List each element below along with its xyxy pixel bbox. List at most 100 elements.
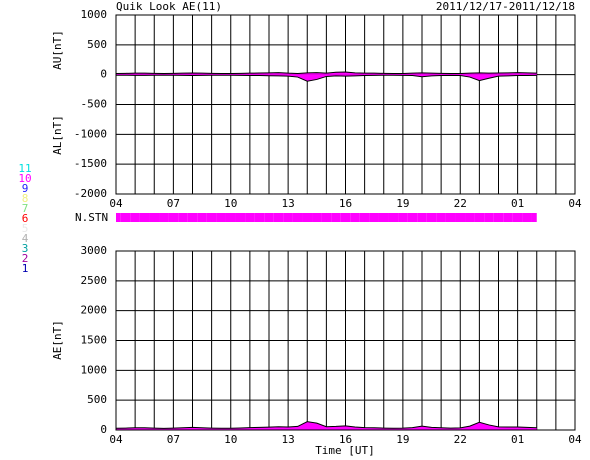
station-count bbox=[350, 213, 360, 222]
station-count bbox=[369, 213, 379, 222]
station-count bbox=[120, 213, 131, 222]
y-label: AL[nT] bbox=[51, 115, 64, 155]
station-count bbox=[493, 213, 504, 222]
station-count bbox=[149, 213, 160, 222]
station-count bbox=[474, 213, 485, 222]
legend-item: 11 bbox=[18, 162, 31, 175]
plot-frame bbox=[115, 250, 576, 431]
legend-item: 3 bbox=[22, 242, 29, 255]
station-count bbox=[321, 213, 332, 222]
x-tick-label: 16 bbox=[339, 197, 352, 210]
station-count bbox=[531, 213, 537, 222]
x-tick-label: 04 bbox=[568, 197, 582, 210]
station-count bbox=[225, 213, 236, 222]
y-tick-label: -1500 bbox=[74, 157, 107, 170]
y-tick-label: 0 bbox=[100, 68, 107, 81]
legend-item: 2 bbox=[22, 252, 29, 265]
station-count bbox=[273, 213, 284, 222]
y-tick-label: 0 bbox=[100, 423, 107, 436]
station-count bbox=[139, 213, 150, 222]
station-count bbox=[302, 213, 313, 222]
y-label: AE[nT] bbox=[51, 320, 64, 360]
area bbox=[116, 421, 537, 430]
station-count bbox=[445, 213, 456, 222]
station-count bbox=[436, 213, 446, 222]
x-tick-label: 13 bbox=[282, 197, 295, 210]
legend-item: 7 bbox=[22, 202, 29, 215]
x-tick-label: 13 bbox=[282, 433, 295, 446]
station-count bbox=[398, 213, 408, 222]
station-count bbox=[512, 213, 523, 222]
legend-item: 4 bbox=[22, 232, 29, 245]
line bbox=[115, 421, 537, 429]
y-label: AU[nT] bbox=[51, 30, 64, 70]
title: Quik Look AE(11) bbox=[116, 0, 222, 13]
station-count bbox=[206, 213, 217, 222]
stations-label: N.STN bbox=[75, 211, 108, 224]
y-tick-label: 2000 bbox=[81, 304, 108, 317]
station-count bbox=[455, 213, 466, 222]
station-count bbox=[484, 213, 494, 222]
y-tick-label: -500 bbox=[81, 98, 108, 111]
x-tick-label: 07 bbox=[167, 433, 180, 446]
station-count bbox=[178, 213, 188, 222]
station-count bbox=[159, 213, 169, 222]
legend-item: 1 bbox=[22, 262, 29, 275]
x-tick-label: 01 bbox=[511, 197, 524, 210]
station-count bbox=[426, 213, 437, 222]
station-count bbox=[168, 213, 179, 222]
station-count bbox=[465, 213, 475, 222]
line bbox=[116, 74, 537, 82]
y-tick-label: 500 bbox=[87, 38, 107, 51]
plot-frame bbox=[115, 14, 576, 195]
legend-item: 8 bbox=[22, 192, 29, 205]
x-tick-label: 04 bbox=[109, 197, 123, 210]
date-range: 2011/12/17-2011/12/18 bbox=[436, 0, 575, 13]
station-count bbox=[130, 213, 140, 222]
y-tick-label: -2000 bbox=[74, 187, 107, 200]
x-tick-label: 22 bbox=[454, 197, 467, 210]
station-count bbox=[197, 213, 207, 222]
x-tick-label: 10 bbox=[224, 197, 237, 210]
station-count bbox=[292, 213, 303, 222]
station-count bbox=[503, 213, 513, 222]
legend-item: 10 bbox=[18, 172, 31, 185]
station-count bbox=[388, 213, 399, 222]
y-tick-label: 500 bbox=[87, 393, 107, 406]
station-count bbox=[116, 213, 121, 222]
x-tick-label: 10 bbox=[224, 433, 237, 446]
y-tick-label: 1000 bbox=[81, 8, 108, 21]
station-count bbox=[216, 213, 226, 222]
station-count bbox=[359, 213, 370, 222]
y-tick-label: 1500 bbox=[81, 334, 108, 347]
y-tick-label: 3000 bbox=[81, 244, 108, 257]
station-count bbox=[331, 213, 341, 222]
legend-item: 5 bbox=[22, 222, 29, 235]
x-tick-label: 04 bbox=[568, 433, 582, 446]
station-count bbox=[340, 213, 351, 222]
y-tick-label: -1000 bbox=[74, 127, 107, 140]
x-tick-label: 19 bbox=[396, 433, 409, 446]
station-count bbox=[254, 213, 265, 222]
station-count bbox=[235, 213, 246, 222]
station-count bbox=[312, 213, 322, 222]
x-tick-label: 19 bbox=[396, 197, 409, 210]
station-count bbox=[264, 213, 274, 222]
station-count bbox=[245, 213, 255, 222]
y-tick-label: 2500 bbox=[81, 274, 108, 287]
x-tick-label: 16 bbox=[339, 433, 352, 446]
x-tick-label: 01 bbox=[511, 433, 524, 446]
station-count bbox=[187, 213, 198, 222]
station-count bbox=[283, 213, 293, 222]
legend-item: 9 bbox=[22, 182, 29, 195]
station-count bbox=[407, 213, 418, 222]
x-label: Time [UT] bbox=[315, 444, 375, 457]
x-tick-label: 07 bbox=[167, 197, 180, 210]
legend-item: 6 bbox=[22, 212, 29, 225]
station-count bbox=[417, 213, 427, 222]
station-count bbox=[522, 213, 532, 222]
station-count bbox=[378, 213, 389, 222]
x-tick-label: 22 bbox=[454, 433, 467, 446]
y-tick-label: 1000 bbox=[81, 363, 108, 376]
